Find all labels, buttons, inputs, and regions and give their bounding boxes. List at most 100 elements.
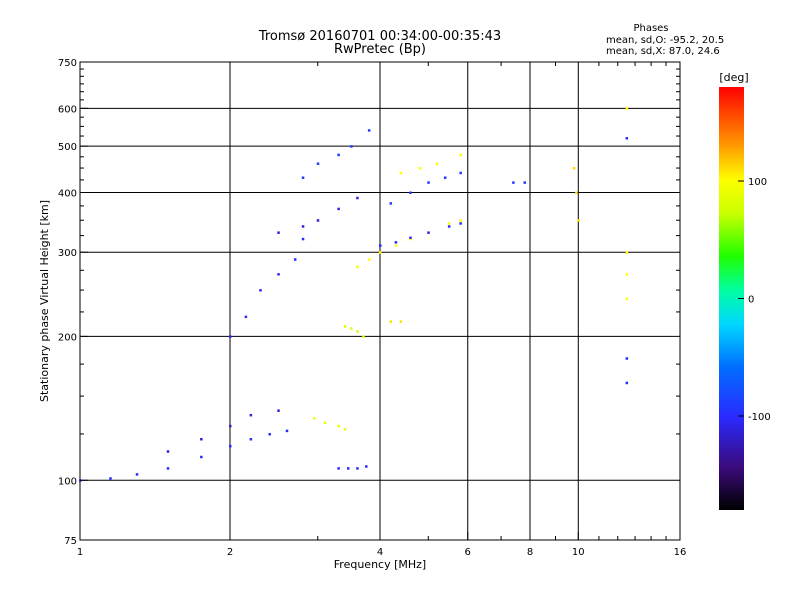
data-point bbox=[356, 330, 359, 333]
data-point bbox=[459, 222, 462, 225]
data-point bbox=[447, 225, 451, 228]
x-tick-label: 8 bbox=[527, 547, 533, 558]
data-point bbox=[389, 320, 393, 323]
y-tick-label: 500 bbox=[58, 142, 77, 153]
data-point bbox=[379, 244, 382, 247]
data-point bbox=[259, 289, 262, 292]
y-tick-label: 100 bbox=[58, 476, 77, 487]
colorbar-label: [deg] bbox=[719, 71, 748, 84]
data-point bbox=[409, 237, 412, 241]
data-point bbox=[337, 207, 340, 211]
data-point bbox=[301, 225, 305, 228]
stats-line-x: mean, sd,X: 87.0, 24.6 bbox=[606, 46, 720, 57]
data-point bbox=[166, 467, 170, 470]
data-point bbox=[625, 251, 629, 254]
data-point bbox=[575, 191, 578, 194]
colorbar-tick-label: -100 bbox=[748, 412, 771, 423]
data-point bbox=[229, 444, 232, 448]
data-point bbox=[447, 222, 451, 225]
data-point bbox=[337, 153, 340, 157]
chart-title: Tromsø 20160701 00:34:00-00:35:43 bbox=[258, 29, 501, 44]
data-point bbox=[365, 465, 368, 468]
x-axis-label: Frequency [MHz] bbox=[334, 558, 426, 571]
colorbar: [deg] 100 0 -100 bbox=[719, 71, 771, 510]
y-tick-label: 200 bbox=[58, 332, 77, 343]
data-point bbox=[443, 176, 447, 179]
data-point bbox=[316, 162, 320, 165]
y-tick-label: 600 bbox=[58, 104, 77, 115]
data-point bbox=[343, 428, 347, 431]
data-point bbox=[285, 429, 289, 433]
data-point bbox=[409, 236, 412, 240]
data-point bbox=[523, 181, 527, 184]
data-point bbox=[356, 196, 359, 200]
data-point bbox=[625, 273, 629, 276]
data-point bbox=[418, 167, 421, 170]
data-point bbox=[166, 450, 170, 453]
data-point bbox=[200, 437, 203, 441]
y-tick-label: 400 bbox=[58, 188, 77, 199]
x-tick-label: 1 bbox=[77, 547, 83, 558]
data-point bbox=[249, 437, 253, 441]
data-point bbox=[399, 320, 403, 323]
x-tick-label: 10 bbox=[572, 547, 585, 558]
data-point bbox=[343, 325, 347, 328]
data-point bbox=[625, 137, 629, 140]
colorbar-tick-label: 100 bbox=[748, 177, 767, 188]
data-point bbox=[200, 455, 203, 459]
data-point bbox=[277, 273, 280, 276]
data-point bbox=[459, 219, 462, 222]
x-axis-ticks: 1 2 4 6 8 10 16 bbox=[77, 62, 687, 558]
data-point bbox=[625, 381, 629, 385]
data-point bbox=[394, 244, 398, 247]
data-point bbox=[367, 129, 371, 132]
data-point bbox=[316, 219, 320, 222]
data-point bbox=[337, 467, 340, 470]
stats-heading: Phases bbox=[633, 23, 668, 34]
plot-area: 1 2 4 6 8 10 16 75 100 200 300 400 500 600 750 bbox=[58, 58, 686, 558]
data-point bbox=[572, 167, 576, 170]
data-point bbox=[229, 335, 232, 338]
data-point bbox=[244, 315, 248, 319]
y-tick-label: 750 bbox=[58, 58, 77, 69]
data-point bbox=[277, 231, 280, 234]
data-point bbox=[459, 171, 462, 175]
data-point bbox=[268, 432, 271, 436]
data-point bbox=[350, 145, 353, 148]
data-point bbox=[135, 473, 139, 476]
x-tick-label: 6 bbox=[465, 547, 471, 558]
data-point bbox=[389, 202, 393, 205]
data-point bbox=[409, 191, 412, 194]
data-point bbox=[350, 327, 353, 330]
x-tick-label: 2 bbox=[227, 547, 233, 558]
y-tick-label: 75 bbox=[64, 536, 77, 547]
colorbar-ticks: 100 0 -100 bbox=[738, 177, 771, 423]
grid bbox=[80, 62, 680, 540]
y-tick-label: 300 bbox=[58, 248, 77, 259]
data-point bbox=[435, 162, 439, 165]
data-point bbox=[625, 107, 629, 110]
data-point bbox=[346, 467, 350, 470]
chart-subtitle: RwPretec (Bp) bbox=[334, 42, 426, 57]
x-tick-label: 16 bbox=[674, 547, 687, 558]
y-axis-ticks: 75 100 200 300 400 500 600 750 bbox=[58, 58, 680, 547]
data-point bbox=[577, 219, 580, 222]
data-point bbox=[625, 357, 629, 360]
data-point bbox=[356, 467, 359, 470]
data-point bbox=[337, 424, 340, 428]
data-point bbox=[379, 251, 382, 254]
data-point bbox=[427, 181, 430, 184]
data-points bbox=[79, 107, 629, 482]
data-point bbox=[249, 413, 253, 417]
data-point bbox=[109, 477, 112, 480]
x-tick-label: 4 bbox=[377, 547, 383, 558]
data-point bbox=[323, 421, 327, 425]
data-point bbox=[399, 171, 403, 175]
data-point bbox=[362, 335, 365, 338]
stats-line-o: mean, sd,O: -95.2, 20.5 bbox=[606, 35, 724, 46]
data-point bbox=[459, 153, 462, 157]
colorbar-tick-label: 0 bbox=[748, 295, 754, 306]
data-point bbox=[313, 416, 316, 420]
data-point bbox=[356, 265, 359, 269]
